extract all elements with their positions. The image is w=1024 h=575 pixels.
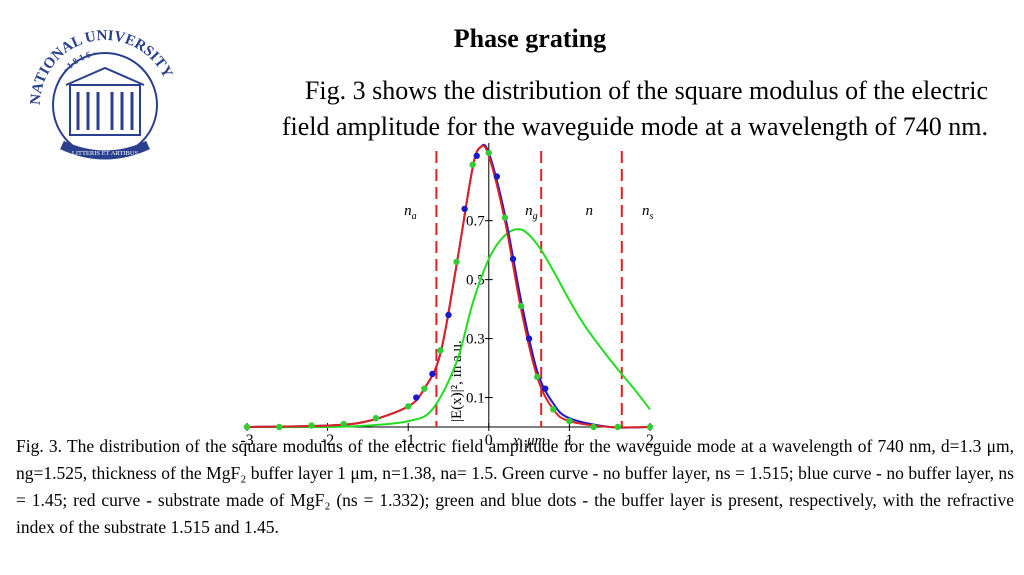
- x-tick-label: -3: [240, 432, 253, 449]
- data-dot: [405, 403, 412, 410]
- data-dot: [509, 255, 517, 263]
- x-tick-label: 1: [565, 432, 573, 449]
- region-label: n: [586, 203, 594, 219]
- x-tick-label: 2: [646, 432, 654, 449]
- data-dot: [340, 420, 347, 428]
- data-dot: [533, 373, 541, 381]
- y-tick-label: 0.1: [466, 391, 485, 407]
- data-dot: [590, 423, 597, 431]
- curve: [246, 228, 651, 429]
- logo-motto: LITTERIS ET ARTIBUS: [72, 150, 139, 157]
- y-tick-label: 0.5: [466, 273, 485, 289]
- title: Phase grating: [453, 24, 607, 53]
- region-label: ng: [525, 203, 538, 222]
- region-sub: s: [649, 211, 653, 222]
- logo: [52, 52, 158, 160]
- data-dot: [525, 335, 533, 342]
- data-dot: [473, 152, 480, 160]
- intro-line: field amplitude for the waveguide mode a…: [281, 112, 988, 141]
- data-dot: [542, 385, 549, 392]
- region-label: ns: [642, 203, 654, 222]
- x-tick-label: -1: [402, 432, 415, 449]
- region-sub: g: [533, 211, 538, 222]
- intro-line: Fig. 3 shows the distribution of the squ…: [304, 76, 988, 105]
- data-dot: [429, 370, 436, 378]
- data-dot: [413, 394, 420, 401]
- y-tick-label: 0.3: [466, 332, 485, 348]
- data-dot: [453, 258, 460, 266]
- region-label: na: [404, 203, 417, 222]
- data-dot: [646, 423, 654, 431]
- data-dot: [243, 423, 251, 431]
- data-dot: [461, 205, 468, 213]
- data-dot: [517, 302, 525, 310]
- region-sub: a: [412, 211, 417, 222]
- region-label: n: [404, 203, 412, 219]
- data-dot: [276, 423, 283, 431]
- y-tick-label: 0.7: [466, 214, 485, 230]
- data-dot: [437, 347, 444, 354]
- data-dot: [445, 311, 452, 319]
- caption: Fig. 3. The distribution of the square m…: [16, 436, 1014, 537]
- data-dot: [566, 417, 573, 425]
- region-label: n: [642, 203, 650, 219]
- data-dot: [501, 214, 509, 221]
- data-dot: [469, 161, 476, 168]
- region-label: n: [525, 203, 533, 219]
- data-dot: [421, 385, 428, 392]
- region-label: n: [586, 203, 594, 219]
- data-dot: [493, 173, 501, 180]
- x-tick-label: -2: [321, 432, 334, 449]
- x-tick-label: 0: [485, 432, 493, 449]
- data-dot: [614, 423, 621, 431]
- x-axis-label: x, μm: [512, 433, 546, 449]
- data-dot: [308, 422, 315, 429]
- data-dot: [550, 406, 557, 413]
- y-axis-label: |E(x)|², in a.u.: [449, 340, 465, 422]
- data-dot: [485, 149, 492, 157]
- data-dot: [372, 414, 380, 422]
